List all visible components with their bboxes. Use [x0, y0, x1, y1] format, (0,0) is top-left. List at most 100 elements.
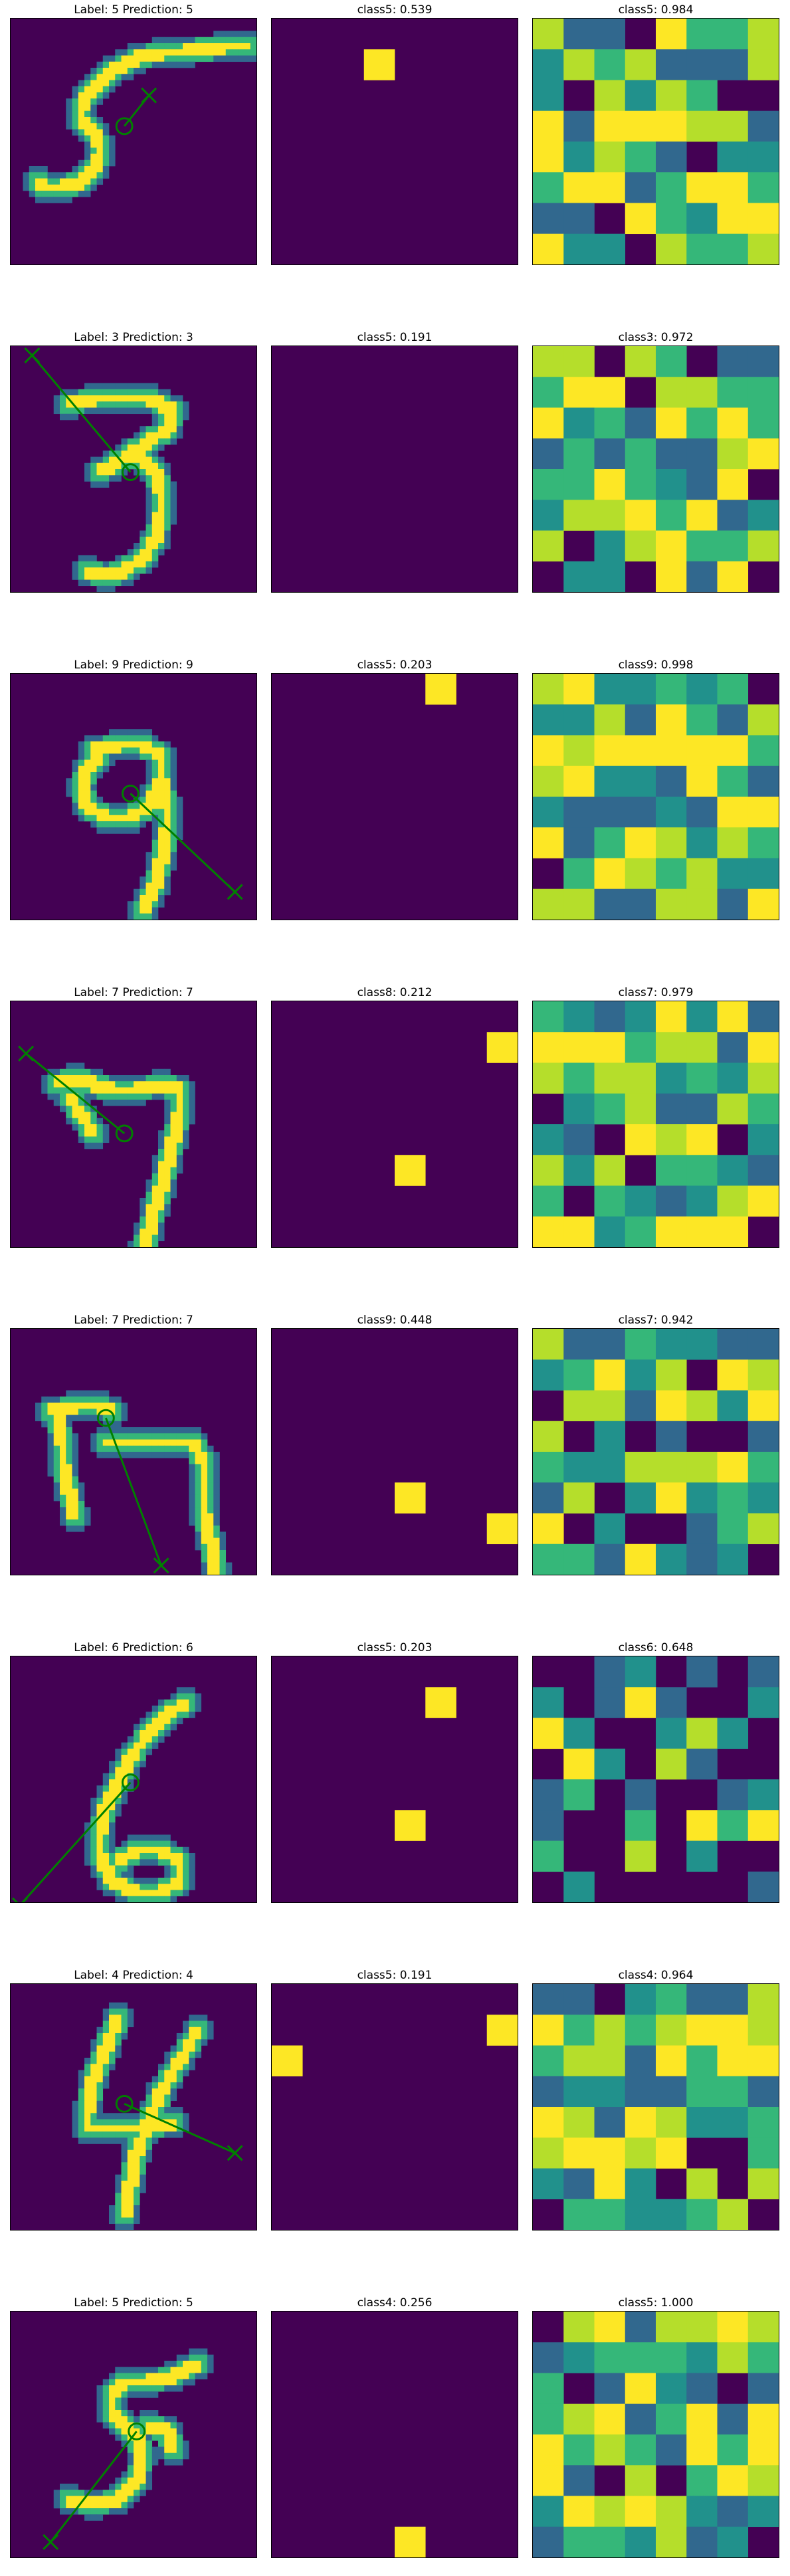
digit-pixel — [151, 803, 159, 809]
digit-pixel — [121, 2009, 128, 2015]
digit-pixel — [78, 765, 85, 773]
digit-pixel — [183, 1878, 189, 1884]
digit-pixel — [158, 1155, 165, 1161]
digit-pixel — [158, 1699, 165, 1706]
digit-pixel — [140, 2100, 146, 2108]
digit-pixel — [90, 1871, 97, 1878]
digit-pixel — [151, 1834, 159, 1841]
digit-pixel — [158, 536, 165, 544]
digit-pixel — [60, 1513, 66, 1520]
row-7-map-1-panel — [271, 1983, 518, 2230]
digit-pixel — [201, 43, 208, 50]
digit-pixel — [109, 2002, 116, 2009]
digit-pixel — [195, 2045, 202, 2052]
digit-pixel — [134, 395, 140, 402]
digit-pixel — [183, 1100, 189, 1106]
digit-pixel — [72, 1526, 79, 1532]
digit-pixel — [121, 1797, 128, 1805]
digit-pixel — [201, 1464, 208, 1471]
digit-pixel — [176, 2051, 183, 2058]
digit-pixel — [176, 1087, 183, 1094]
heatmap-cell — [717, 1543, 749, 1575]
heatmap-cell — [533, 1984, 564, 2015]
digit-pixel — [140, 2373, 146, 2380]
digit-pixel — [72, 1087, 79, 1094]
digit-pixel — [102, 1853, 110, 1860]
heatmap-cell — [747, 735, 779, 767]
digit-pixel — [195, 37, 202, 44]
heatmap-cell — [686, 49, 718, 80]
digit-pixel — [134, 2156, 140, 2163]
heatmap-cell — [686, 438, 718, 470]
digit-pixel — [164, 1173, 171, 1180]
digit-pixel — [84, 184, 91, 191]
digit-pixel — [151, 1884, 159, 1890]
digit-pixel — [170, 1124, 177, 1131]
digit-pixel — [183, 1106, 189, 1112]
heatmap-cell — [656, 2312, 687, 2343]
heatmap-cell — [686, 80, 718, 112]
digit-pixel — [109, 585, 116, 592]
digit-pixel — [207, 2354, 214, 2361]
digit-pixel — [53, 1100, 60, 1106]
digit-pixel — [127, 1240, 134, 1247]
digit-pixel — [164, 1730, 171, 1737]
digit-pixel — [164, 1853, 171, 1860]
digit-pixel — [146, 1081, 153, 1088]
digit-pixel — [78, 2508, 85, 2515]
digit-pixel — [225, 55, 233, 62]
digit-pixel — [164, 524, 171, 531]
digit-pixel — [140, 2416, 146, 2423]
digit-pixel — [109, 1452, 116, 1458]
digit-pixel — [90, 735, 97, 742]
digit-pixel — [78, 1068, 85, 1076]
digit-pixel — [183, 1871, 189, 1878]
heatmap-cell — [563, 827, 595, 858]
digit-pixel — [35, 172, 42, 179]
digit-pixel — [146, 494, 153, 500]
digit-pixel — [164, 438, 171, 445]
digit-pixel — [183, 1075, 189, 1082]
digit-pixel — [189, 1118, 195, 1125]
heatmap-cell — [533, 19, 564, 50]
heatmap-cell — [594, 1216, 626, 1247]
digit-pixel — [164, 1185, 171, 1193]
digit-pixel — [146, 1878, 153, 1884]
digit-pixel — [158, 2446, 165, 2454]
digit-pixel — [102, 2021, 110, 2028]
digit-pixel — [115, 2502, 122, 2509]
digit-pixel — [140, 1761, 146, 1767]
digit-pixel — [84, 1124, 91, 1131]
digit-pixel — [207, 43, 214, 50]
digit-pixel — [72, 803, 79, 809]
digit-pixel — [78, 166, 85, 173]
digit-pixel — [102, 1124, 110, 1131]
heatmap-cell — [717, 2199, 749, 2230]
heatmap-cell — [747, 19, 779, 50]
digit-pixel — [201, 1556, 208, 1563]
digit-pixel — [84, 92, 91, 99]
digit-pixel — [90, 2113, 97, 2120]
digit-pixel — [170, 1185, 177, 1193]
digit-pixel — [72, 1390, 79, 1397]
heatmap-cell — [717, 1984, 749, 2015]
digit-pixel — [60, 1445, 66, 1452]
digit-pixel — [72, 1081, 79, 1088]
heatmap-cell — [594, 233, 626, 264]
heatmap-cell — [625, 1840, 656, 1872]
heatmap-cell — [594, 1001, 626, 1033]
digit-pixel — [146, 500, 153, 506]
digit-pixel — [84, 1409, 91, 1415]
heatmap-cell — [594, 2526, 626, 2557]
digit-pixel — [146, 543, 153, 549]
digit-pixel — [134, 1229, 140, 1235]
digit-pixel — [127, 2149, 134, 2157]
digit-pixel — [78, 1390, 85, 1397]
row-3-map-2-title: class9: 0.998 — [618, 658, 694, 672]
digit-pixel — [170, 2428, 177, 2435]
digit-pixel — [96, 2508, 104, 2515]
digit-pixel — [121, 821, 128, 828]
heatmap-cell — [594, 2015, 626, 2046]
digit-pixel — [84, 2125, 91, 2132]
digit-pixel — [109, 2021, 116, 2028]
